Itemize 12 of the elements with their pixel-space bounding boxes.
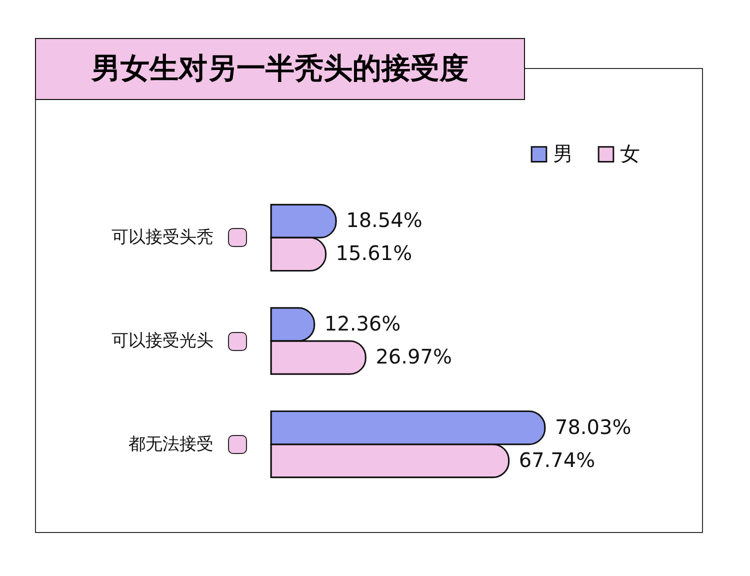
data-label: 18.54% xyxy=(346,208,422,232)
y-tick-label: 可以接受头秃 xyxy=(112,228,214,248)
y-tick-label: 可以接受光头 xyxy=(112,331,214,351)
y-tick-label: 都无法接受 xyxy=(128,434,214,454)
chart-title: 男女生对另一半秃头的接受度 xyxy=(35,38,525,100)
data-label: 26.97% xyxy=(376,344,452,369)
legend-label: 女 xyxy=(620,141,640,166)
data-label: 15.61% xyxy=(336,241,412,266)
data-label: 12.36% xyxy=(324,311,401,336)
data-label: 67.74% xyxy=(518,448,596,472)
legend-label: 男 xyxy=(553,141,573,166)
data-label: 78.03% xyxy=(554,414,632,439)
